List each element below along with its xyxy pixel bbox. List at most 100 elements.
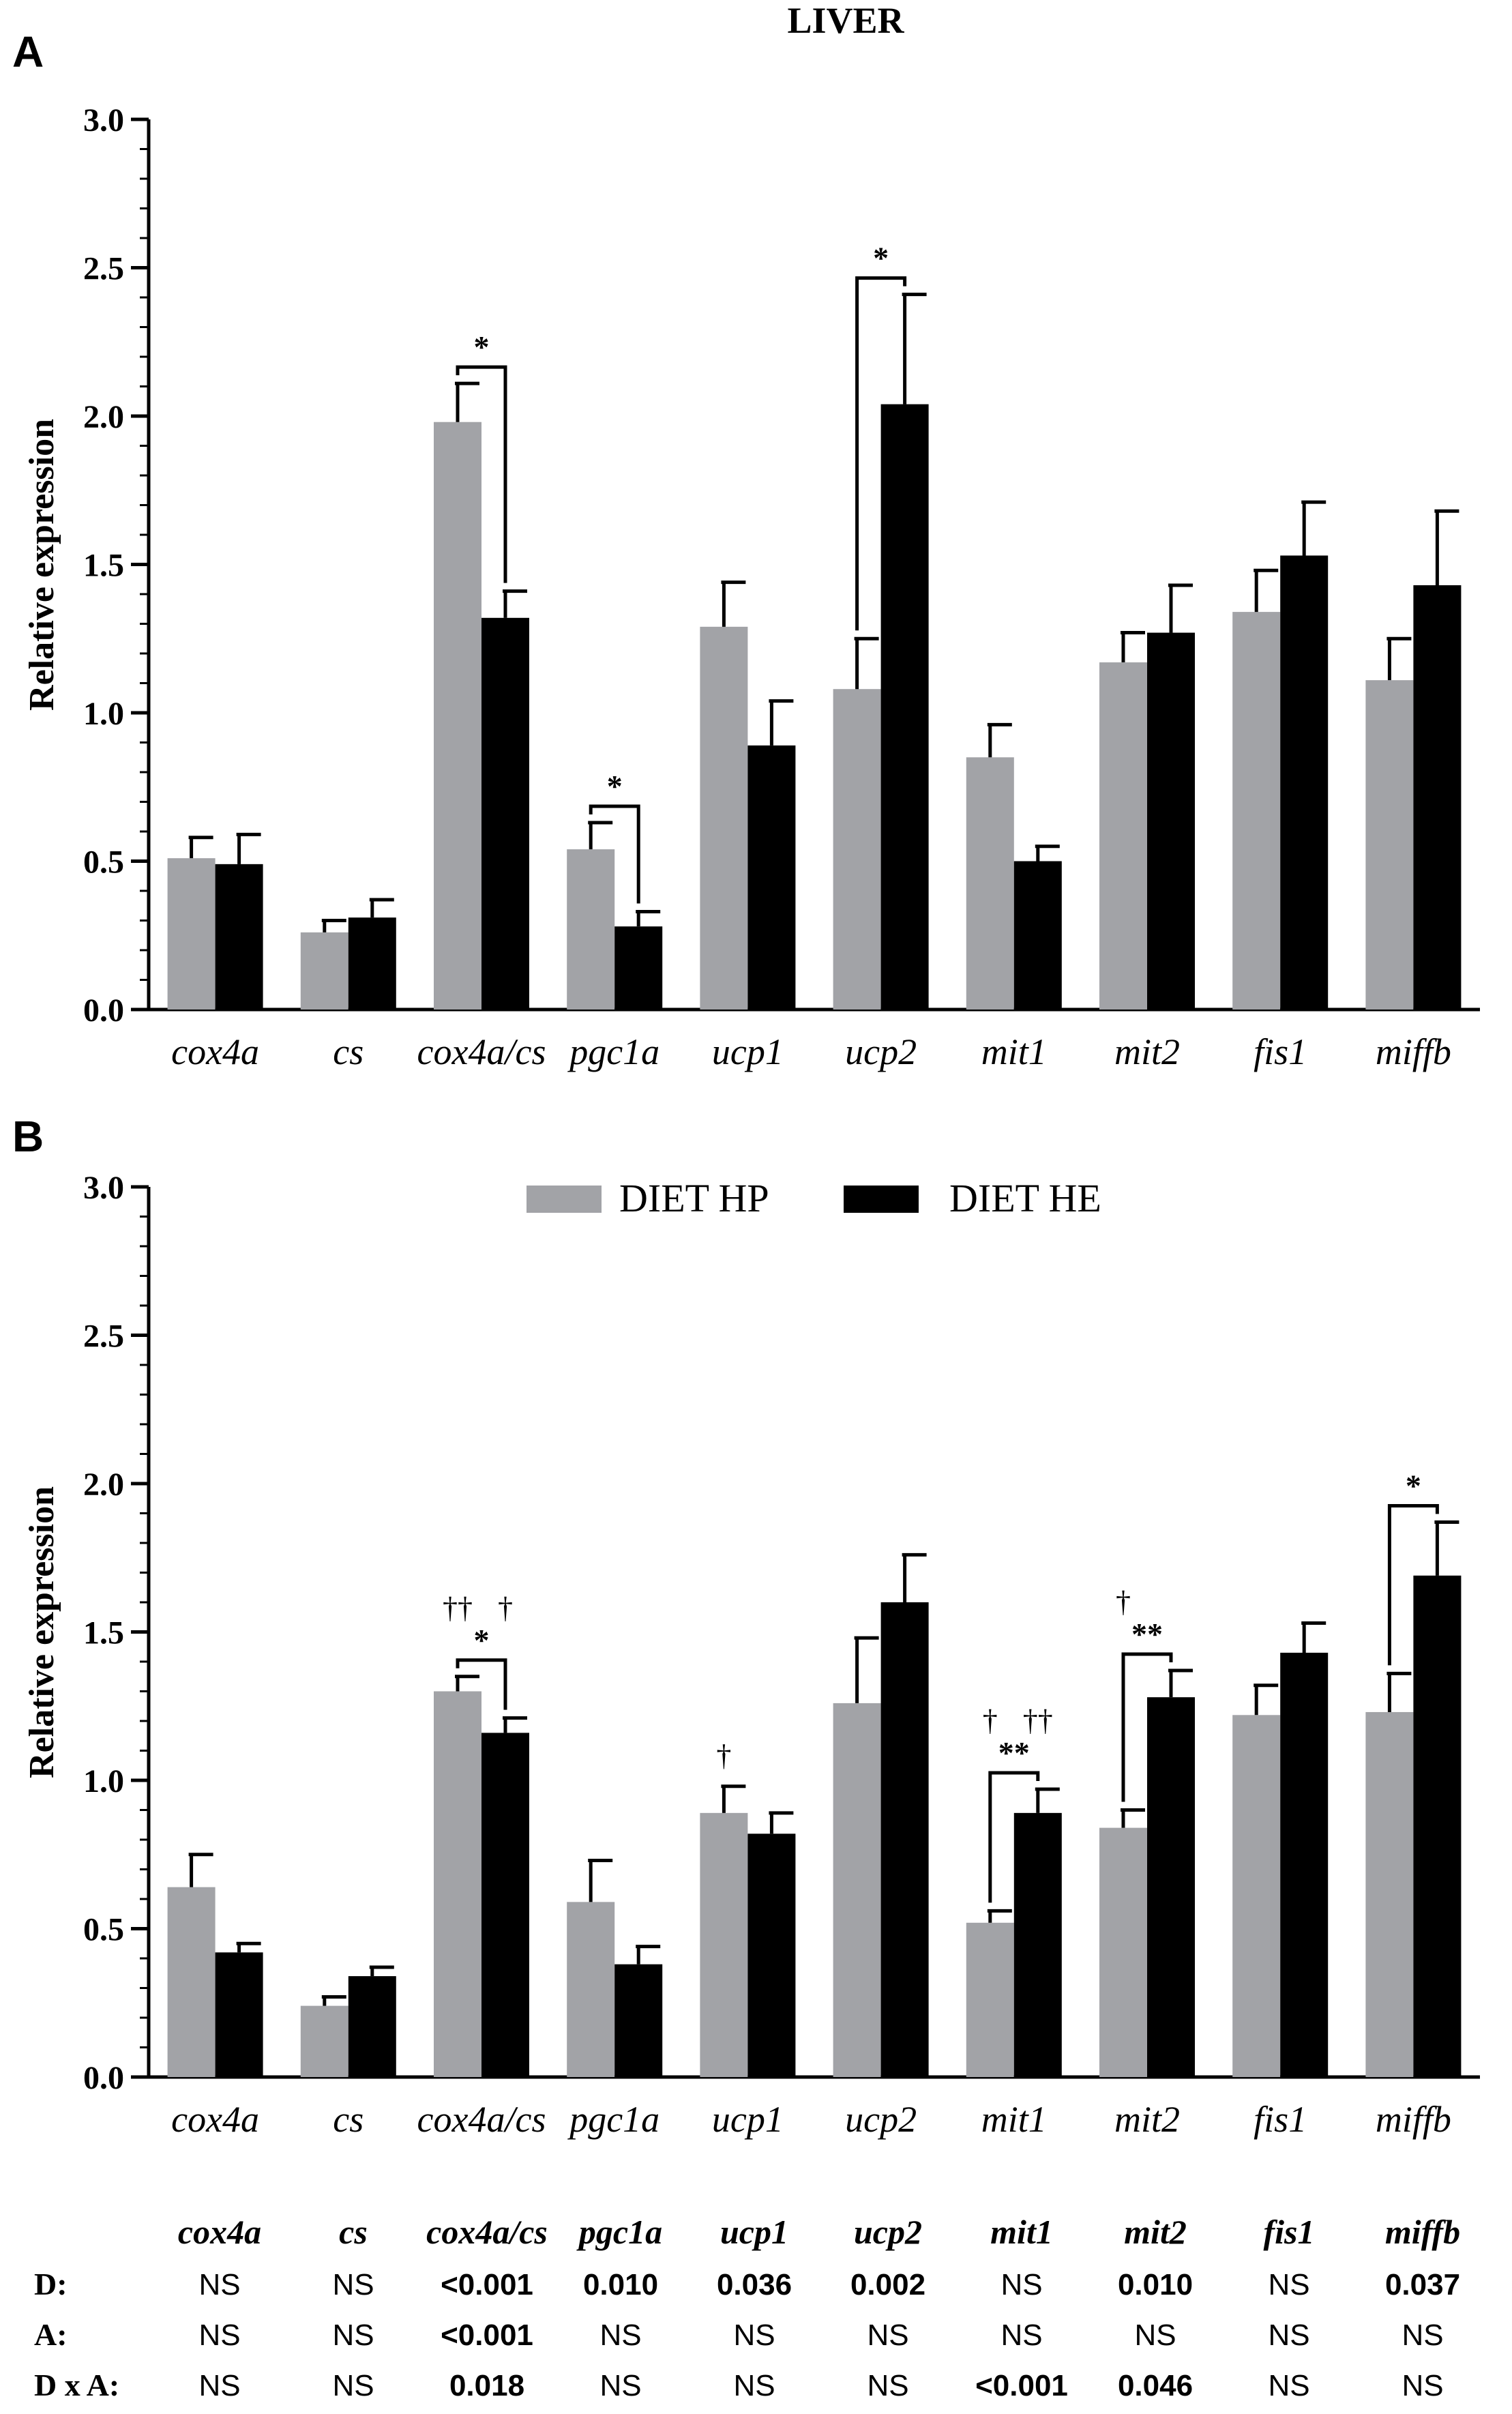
dagger-label: ††	[1023, 1704, 1053, 1737]
significance-label: **	[1131, 1617, 1163, 1651]
bar-hp-fis1	[1232, 1715, 1281, 2077]
y-axis-label: Relative expression	[23, 419, 61, 711]
y-tick-label: 2.5	[83, 1319, 124, 1355]
stats-row-d: D: NS NS <0.001 0.010 0.036 0.002 NS 0.0…	[34, 2267, 1460, 2301]
stats-header-cox4a-cs: cox4a/cs	[426, 2213, 548, 2251]
bar-he-cox4a-cs	[481, 617, 529, 1010]
bar-he-cox4a	[215, 1952, 263, 2077]
stats-header-fis1: fis1	[1264, 2213, 1315, 2251]
stats-cell: 0.018	[449, 2369, 524, 2402]
y-tick-label: 1.5	[83, 548, 124, 584]
x-tick-label-mit1: mit1	[981, 1031, 1047, 1072]
significance-label: *	[1406, 1469, 1421, 1503]
stats-header-cs: cs	[339, 2213, 368, 2251]
stats-cell: 0.010	[583, 2268, 658, 2301]
bar-hp-mit2	[1099, 662, 1147, 1010]
bar-hp-cs	[300, 2005, 349, 2077]
x-tick-label-cs: cs	[333, 2099, 364, 2140]
x-tick-label-mit1: mit1	[981, 2099, 1047, 2140]
significance-bracket	[988, 1771, 1040, 1903]
stats-cell: <0.001	[441, 2268, 533, 2301]
stats-cell: NS	[1268, 2319, 1309, 2352]
stats-cell: NS	[1268, 2369, 1309, 2402]
stats-cell: 0.046	[1118, 2369, 1193, 2402]
stats-row-dxa: D x A: NS NS 0.018 NS NS NS <0.001 0.046…	[34, 2368, 1444, 2402]
figure-title: LIVER	[787, 0, 904, 41]
stats-cell: 0.010	[1118, 2268, 1193, 2301]
x-tick-label-fis1: fis1	[1254, 1031, 1307, 1072]
stats-cell: NS	[1134, 2319, 1176, 2352]
stats-header-cox4a: cox4a	[178, 2213, 261, 2251]
dagger-label: †	[498, 1591, 513, 1625]
legend-swatch-hp	[527, 1186, 602, 1213]
bar-he-mit2	[1147, 1697, 1195, 2077]
stats-cell: NS	[1000, 2268, 1042, 2301]
stats-cell: <0.001	[441, 2319, 533, 2352]
y-tick-label: 3.0	[83, 102, 124, 138]
stats-cell: NS	[332, 2319, 374, 2352]
x-tick-label-miffb: miffb	[1376, 2099, 1451, 2140]
bar-hp-mit1	[966, 757, 1014, 1010]
significance-bracket	[1387, 1504, 1439, 1666]
stats-row-label: A:	[34, 2317, 68, 2352]
bar-he-mit2	[1147, 632, 1195, 1010]
bar-hp-pgc1a	[567, 849, 615, 1010]
stats-cell: NS	[733, 2319, 775, 2352]
x-tick-label-cs: cs	[333, 1031, 364, 1072]
stats-cell: 0.002	[850, 2268, 925, 2301]
stats-cell: NS	[599, 2369, 641, 2402]
stats-cell: NS	[867, 2369, 908, 2402]
stats-header-ucp1: ucp1	[720, 2213, 788, 2251]
bar-he-ucp1	[747, 1834, 796, 2077]
stats-cell: NS	[867, 2319, 908, 2352]
legend-label-hp: DIET HP	[619, 1176, 769, 1220]
x-tick-label-ucp2: ucp2	[845, 1031, 917, 1072]
x-tick-label-mit2: mit2	[1114, 1031, 1180, 1072]
y-tick-label: 2.5	[83, 251, 124, 287]
dagger-label: †	[716, 1739, 731, 1773]
x-tick-label-cox4a: cox4a	[171, 1031, 259, 1072]
x-tick-label-mit2: mit2	[1114, 2099, 1180, 2140]
dagger-label: †	[983, 1704, 998, 1737]
stats-row-label: D x A:	[34, 2368, 119, 2402]
bar-he-mit1	[1013, 1812, 1062, 2077]
dagger-label: ††	[443, 1591, 473, 1625]
y-tick-label: 1.5	[83, 1615, 124, 1651]
y-tick-label: 0.0	[83, 2060, 124, 2096]
y-tick-label: 2.0	[83, 1467, 124, 1503]
significance-label: **	[998, 1735, 1030, 1770]
y-tick-label: 1.0	[83, 1763, 124, 1799]
stats-cell: <0.001	[975, 2369, 1068, 2402]
bar-hp-mit1	[966, 1922, 1014, 2077]
significance-bracket	[1121, 1652, 1173, 1802]
y-tick-label: 0.0	[83, 992, 124, 1029]
bar-he-pgc1a	[614, 1964, 663, 2077]
bar-he-pgc1a	[614, 926, 663, 1010]
stats-header-miffb: miffb	[1385, 2213, 1460, 2251]
bar-hp-ucp1	[700, 626, 748, 1010]
stats-header-mit2: mit2	[1124, 2213, 1187, 2251]
stats-cell: NS	[198, 2369, 240, 2402]
stats-row-a: A: NS NS <0.001 NS NS NS NS NS NS NS	[34, 2317, 1444, 2352]
stats-cell: NS	[198, 2268, 240, 2301]
bar-he-ucp2	[880, 1602, 929, 2077]
bar-hp-miffb	[1365, 680, 1414, 1010]
bar-hp-cox4a-cs	[434, 1691, 481, 2077]
stats-header-mit1: mit1	[990, 2213, 1053, 2251]
stats-row-label: D:	[34, 2267, 68, 2301]
panel-b-chart: 0.0 0.5 1.0 1.5 2.0 2.5 3.0 Relative expression…	[23, 1170, 1480, 2140]
significance-bracket	[589, 804, 640, 904]
x-tick-label-pgc1a: pgc1a	[567, 2099, 659, 2140]
bar-he-miffb	[1413, 585, 1462, 1010]
stats-cell: NS	[599, 2319, 641, 2352]
bar-he-mit1	[1013, 861, 1062, 1010]
stats-cell: NS	[733, 2369, 775, 2402]
significance-bracket	[456, 365, 507, 583]
bar-he-miffb	[1413, 1575, 1462, 2077]
y-tick-label: 0.5	[83, 844, 124, 881]
stats-cell: 0.037	[1385, 2268, 1460, 2301]
x-tick-label-ucp1: ucp1	[712, 1031, 784, 1072]
bar-he-cox4a	[215, 864, 263, 1010]
stats-cell: NS	[198, 2319, 240, 2352]
